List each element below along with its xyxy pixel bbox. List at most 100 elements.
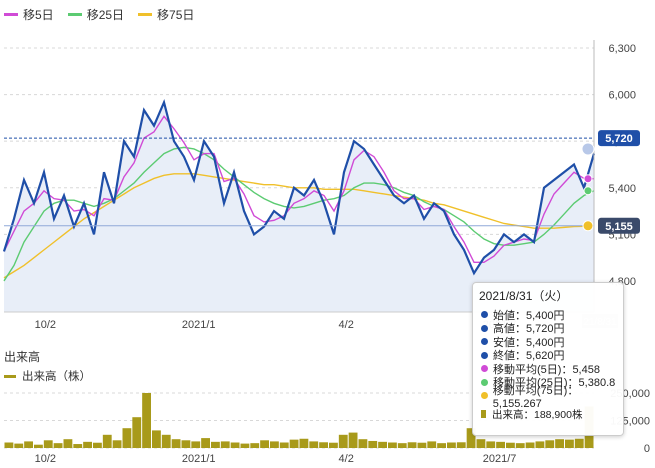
volume-bar — [43, 440, 53, 448]
volume-bar — [230, 442, 240, 448]
volume-bar — [535, 441, 545, 448]
volume-bar — [437, 443, 446, 448]
legend-ma25[interactable]: 移25日 — [67, 6, 125, 23]
volume-bar — [397, 443, 407, 448]
volume-bar — [112, 440, 122, 448]
volume-title: 出来高 — [4, 350, 41, 364]
volume-x-tick-label: 4/2 — [339, 453, 354, 465]
series-line-2 — [3, 146, 595, 282]
volume-bar — [240, 443, 250, 448]
bullet-dot-icon — [481, 378, 488, 386]
volume-bar — [506, 442, 515, 448]
tooltip-row-label: 移動平均(25日)：5,380.8 — [493, 377, 616, 390]
y-tick-label: 6,300 — [608, 43, 636, 55]
volume-bar — [466, 428, 476, 448]
volume-bar — [348, 432, 358, 448]
tooltip-volume: 出来高：188,900株 — [492, 408, 583, 421]
volume-bar — [388, 442, 397, 448]
tooltip-row-label: 高値：5,720円 — [493, 323, 565, 336]
legend-ma25-label: 移25日 — [86, 8, 125, 22]
bullet-dot-icon — [481, 324, 488, 332]
high-price-badge: 5,720 — [605, 133, 633, 145]
volume-bar — [515, 443, 525, 448]
volume-bar — [93, 442, 102, 448]
volume-x-tick-label: 10/2 — [35, 453, 56, 465]
volume-bar — [279, 442, 289, 448]
volume-bar — [299, 438, 309, 448]
volume-x-tick-label: 2021/1 — [182, 453, 216, 465]
volume-bar — [132, 417, 142, 448]
volume-bar — [496, 441, 505, 448]
tooltip-row-label: 移動平均(75日)：5,155.267 — [492, 384, 579, 410]
volume-bar — [358, 439, 368, 448]
volume-x-tick-label: 2021/7 — [483, 453, 517, 465]
volume-bar — [122, 428, 132, 448]
volume-bar — [427, 441, 437, 448]
volume-bar — [565, 439, 574, 448]
volume-bar — [525, 442, 535, 448]
tooltip-row: 移動平均(75日)：5,155.267 — [481, 385, 623, 410]
volume-bar — [211, 441, 220, 448]
volume-bar — [24, 441, 33, 448]
volume-square-icon — [481, 410, 486, 419]
volume-bar — [447, 442, 456, 448]
volume-bar — [260, 440, 269, 448]
bullet-dot-icon — [481, 365, 488, 373]
volume-swatch — [4, 374, 16, 378]
tooltip-row-label: 安値：5,400円 — [493, 336, 565, 349]
volume-bar — [338, 434, 348, 448]
volume-bar — [142, 393, 151, 448]
x-tick-label: 10/2 — [35, 319, 56, 331]
volume-bar — [4, 442, 14, 448]
chart-legend: 移5日 移25日 移75日 — [4, 6, 194, 23]
volume-bar — [329, 442, 338, 448]
bullet-dot-icon — [481, 351, 488, 359]
volume-bar — [171, 439, 181, 448]
volume-bar — [368, 440, 378, 448]
volume-bar — [161, 434, 171, 448]
legend-ma5-label: 移5日 — [23, 8, 54, 22]
volume-bar — [417, 442, 427, 448]
tooltip-row-label: 移動平均(5日)：5,458 — [493, 363, 600, 376]
x-tick-label: 2021/1 — [182, 319, 216, 331]
volume-bar — [378, 441, 387, 448]
volume-bar — [220, 441, 230, 448]
tooltip-row: 始値：5,400円 — [481, 308, 623, 322]
tooltip-row-label: 終値：5,620円 — [493, 350, 565, 363]
volume-bar — [73, 444, 83, 448]
volume-bar — [191, 441, 201, 448]
volume-bar — [555, 439, 564, 448]
ma75-dot — [582, 220, 594, 232]
ma25-swatch — [67, 13, 82, 16]
y-tick-label: 6,000 — [608, 90, 636, 102]
bullet-dot-icon — [481, 392, 488, 400]
tooltip-row: 移動平均(5日)：5,458 — [481, 362, 623, 376]
ma25-dot — [583, 186, 593, 196]
volume-bar — [407, 442, 417, 448]
tooltip-row-label: 始値：5,400円 — [493, 309, 565, 322]
tooltip-volume-row: 出来高：188,900株 — [481, 408, 623, 422]
legend-ma5[interactable]: 移5日 — [4, 6, 54, 23]
high-price-badge-bg — [598, 130, 640, 147]
x-tick-label: 4/2 — [339, 319, 354, 331]
volume-legend[interactable]: 出来高（株） — [4, 368, 91, 384]
volume-bar — [545, 440, 555, 448]
volume-bar — [201, 438, 210, 448]
bullet-dot-icon — [481, 311, 488, 319]
ma5-swatch — [4, 13, 18, 16]
legend-ma75[interactable]: 移75日 — [138, 6, 194, 23]
volume-y-tick-label: 0 — [644, 443, 650, 455]
volume-bar — [63, 439, 73, 448]
volume-bar — [181, 440, 191, 448]
tooltip-row: 安値：5,400円 — [481, 335, 623, 349]
ma75-price-badge-bg — [598, 217, 640, 234]
volume-bar — [270, 441, 279, 448]
bullet-dot-icon — [481, 338, 488, 346]
series-line-1 — [3, 115, 595, 264]
tooltip-row: 終値：5,620円 — [481, 349, 623, 363]
volume-bar — [476, 439, 486, 448]
volume-bar — [152, 430, 161, 448]
volume-legend-label: 出来高（株） — [22, 371, 91, 383]
ma75-price-badge: 5,155 — [605, 221, 633, 233]
